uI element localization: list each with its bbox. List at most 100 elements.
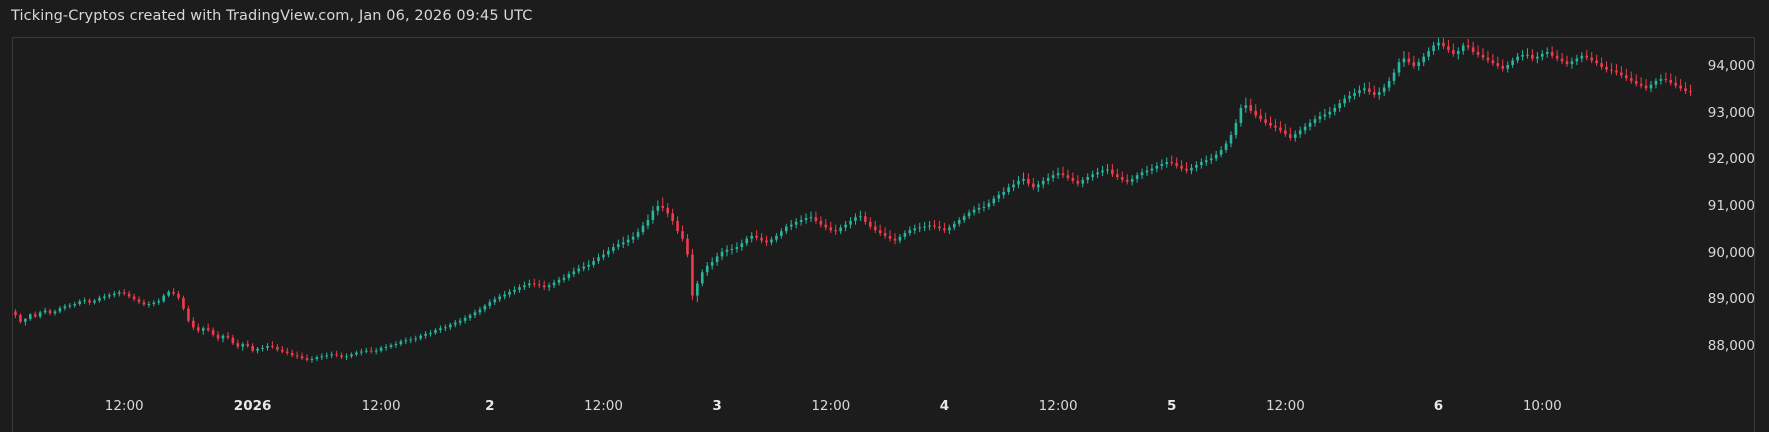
candle: [19, 313, 22, 324]
candle: [1175, 157, 1178, 169]
candle: [256, 346, 259, 354]
candle: [1056, 167, 1060, 179]
candle: [1442, 38, 1445, 50]
candle: [621, 236, 625, 248]
candle: [1595, 54, 1598, 66]
candle: [112, 290, 116, 298]
candle: [607, 247, 610, 258]
candle: [1540, 50, 1544, 61]
candle: [83, 297, 86, 304]
candle: [1249, 98, 1253, 114]
candle: [360, 348, 363, 356]
candle: [1239, 104, 1243, 127]
candle: [1377, 87, 1381, 100]
candle: [780, 228, 783, 239]
candle: [1353, 88, 1356, 100]
candle: [38, 310, 42, 319]
candle: [350, 352, 353, 359]
candle: [117, 290, 121, 297]
candlestick-series: [14, 38, 1692, 363]
candle: [1279, 121, 1282, 134]
candle: [1570, 57, 1574, 69]
candle: [948, 224, 951, 234]
candle: [715, 252, 719, 266]
candle: [453, 319, 457, 328]
candle: [226, 332, 230, 340]
candle: [1506, 61, 1510, 73]
candle: [562, 274, 566, 283]
candle: [1125, 174, 1129, 185]
candle: [404, 337, 408, 345]
candle: [883, 227, 887, 239]
candle: [1447, 39, 1450, 53]
candle: [493, 296, 497, 305]
candle: [1368, 81, 1371, 95]
candle: [1555, 50, 1559, 62]
candle: [952, 220, 956, 231]
candle: [1185, 162, 1188, 174]
candle: [1605, 61, 1608, 73]
candle: [355, 350, 358, 357]
candle: [439, 325, 442, 333]
candle: [1358, 85, 1361, 97]
candle: [88, 298, 91, 305]
candle: [1679, 79, 1682, 92]
candle: [103, 293, 106, 301]
candle: [1145, 165, 1149, 177]
candle: [1120, 171, 1124, 183]
candle: [528, 279, 531, 289]
candle: [943, 222, 946, 234]
candle: [1284, 123, 1287, 137]
candle: [1664, 72, 1668, 83]
price-axis[interactable]: 94,000 93,000 92,000 91,000 90,000 89,000 88,0…: [1697, 38, 1755, 374]
candle: [784, 223, 788, 234]
price-axis-tick-label: 93,000: [1707, 104, 1755, 121]
candle: [513, 286, 516, 295]
candle: [424, 331, 427, 339]
candle: [918, 222, 922, 233]
candle: [1214, 150, 1218, 162]
candle: [908, 226, 912, 236]
candle: [760, 233, 763, 244]
candle: [1629, 71, 1633, 84]
candle: [33, 311, 37, 318]
candle: [1204, 155, 1208, 166]
candle: [829, 221, 833, 234]
candle: [1516, 52, 1519, 64]
candle: [384, 344, 388, 351]
candle: [809, 211, 813, 222]
candle: [28, 313, 32, 321]
candle: [523, 281, 526, 290]
candle: [552, 279, 556, 289]
candle: [1318, 111, 1322, 123]
candle: [681, 225, 684, 242]
candle: [300, 352, 304, 360]
candle: [444, 324, 447, 332]
candle: [913, 224, 917, 234]
candle: [295, 351, 299, 360]
candle: [750, 232, 754, 243]
candle: [1452, 43, 1455, 57]
time-axis-tick-label: 5: [1166, 398, 1177, 414]
candle: [122, 289, 126, 296]
candle: [1496, 56, 1500, 69]
candle: [992, 195, 996, 206]
candle: [1639, 77, 1643, 89]
candle: [448, 322, 452, 331]
time-axis[interactable]: 12:00 2026 12:00 2 12:00 3 12:00 4 12:00 5 12:00 6 1…: [13, 390, 1755, 420]
candle: [1486, 51, 1490, 64]
candle: [434, 328, 437, 335]
candle: [1130, 175, 1134, 186]
candle: [547, 282, 551, 291]
candle: [394, 341, 398, 348]
candle: [849, 217, 852, 229]
candle: [1313, 115, 1317, 127]
candle: [1432, 41, 1435, 55]
candle: [68, 303, 72, 309]
candle: [1061, 166, 1065, 178]
price-axis-tick-label: 90,000: [1707, 244, 1755, 261]
candle: [58, 305, 62, 314]
candle: [700, 269, 704, 287]
candle: [636, 228, 640, 240]
